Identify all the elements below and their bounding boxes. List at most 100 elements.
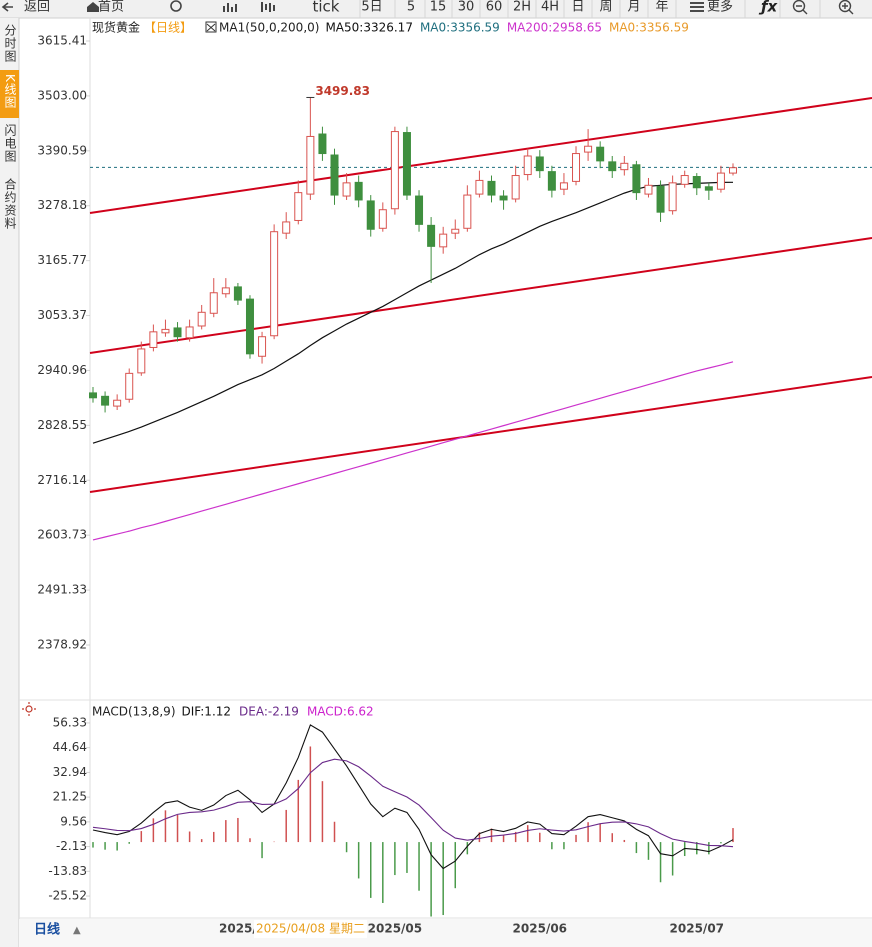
toolbar-button[interactable]: 年	[655, 0, 668, 15]
home-icon	[87, 2, 99, 12]
y-tick-label: 3503.00	[37, 88, 87, 102]
y-tick-label: 3053.37	[37, 308, 87, 322]
legend-entry: MA200:2958.65	[507, 21, 602, 35]
legend-entry: MACD:6.62	[307, 705, 374, 719]
sidebar-tab[interactable]: 分时图	[3, 24, 17, 63]
toolbar-button[interactable]: 更多	[707, 0, 733, 15]
candle-body	[161, 328, 170, 334]
legend-entry: MA50:3326.17	[325, 21, 413, 35]
candle-body	[101, 395, 110, 406]
toolbar-button[interactable]: 30	[458, 0, 475, 15]
x-tick-label: 2025/07	[670, 922, 724, 936]
toolbar-button[interactable]: 首页	[98, 0, 124, 15]
y-tick-label: -13.83	[48, 864, 87, 878]
zoom-in-glyph	[842, 3, 854, 15]
candle-body	[221, 287, 230, 295]
candle-body	[487, 180, 496, 196]
candle-body	[439, 233, 448, 248]
cursor-label-bg	[254, 920, 367, 938]
toolbar	[0, 0, 872, 18]
candle-body	[716, 172, 725, 190]
candle-body	[173, 327, 182, 338]
toolbar-button[interactable]: tick	[313, 0, 340, 16]
peak-label: 3499.83	[315, 84, 370, 98]
indicator-label: MA1(50,0,200,0)	[219, 21, 319, 35]
active-tab	[0, 70, 19, 118]
checkbox-glyph	[206, 23, 216, 32]
candle-body	[294, 192, 303, 221]
candle-body	[680, 175, 689, 185]
toolbar-button[interactable]: 4H	[541, 0, 559, 15]
candle-body	[632, 164, 641, 194]
sidebar	[0, 18, 19, 947]
candle-body	[704, 186, 713, 191]
candle-body	[209, 292, 218, 314]
y-tick-label: 56.33	[53, 715, 87, 729]
toolbar-button[interactable]: 日	[571, 0, 584, 15]
candle-body	[475, 179, 484, 195]
period-label: 【日线】	[144, 21, 192, 35]
candle-body	[137, 348, 146, 374]
trendline	[89, 97, 872, 214]
y-tick-label: 2603.73	[37, 528, 87, 542]
x-tick-label: 2025/	[219, 922, 257, 936]
candle-body	[149, 331, 158, 348]
candle-body	[342, 182, 351, 197]
y-tick-label: 2940.96	[37, 363, 87, 377]
ma-line	[92, 361, 734, 541]
candle-body	[306, 135, 315, 195]
toolbar-button[interactable]: 5日	[361, 0, 382, 15]
x-tick-label: 2025/05	[368, 922, 422, 936]
candle-body	[318, 133, 327, 155]
sidebar-tab[interactable]: K线图	[3, 74, 17, 109]
candle-body	[366, 200, 375, 230]
toolbar-button[interactable]: 15	[430, 0, 447, 15]
candle-body	[729, 167, 737, 174]
sidebar-tab[interactable]: 闪电图	[3, 124, 17, 163]
back-icon	[1, 2, 13, 12]
checkbox-icon	[205, 21, 217, 33]
candle-body	[608, 161, 617, 172]
candle-body	[620, 162, 629, 171]
candle-body	[547, 171, 556, 191]
y-tick-label: -2.13	[56, 839, 87, 853]
footer-period[interactable]: 日线	[34, 922, 60, 938]
bars-icon	[223, 3, 237, 12]
candle-body	[402, 132, 411, 196]
zoom-out-icon	[792, 0, 806, 13]
toolbar-button[interactable]: 月	[627, 0, 640, 15]
toolbar-button[interactable]: 60	[486, 0, 503, 15]
candle-body	[390, 131, 399, 210]
candle-body	[451, 228, 460, 234]
chart-title: 现货黄金	[92, 20, 140, 35]
y-tick-label: 9.56	[60, 814, 87, 828]
candle-body	[282, 221, 291, 234]
candle-body	[535, 156, 544, 172]
x-tick-label: 2025/06	[513, 922, 567, 936]
y-tick-label: 3615.41	[37, 34, 87, 48]
y-tick-label: 2378.92	[37, 637, 87, 651]
y-tick-label: 2716.14	[37, 473, 87, 487]
candle-body	[584, 145, 593, 153]
trendline	[89, 375, 872, 493]
candle-body	[644, 184, 653, 195]
candle-body	[499, 195, 508, 201]
toolbar-button[interactable]: 2H	[513, 0, 531, 15]
refresh-icon	[170, 0, 182, 12]
candle-body	[559, 182, 568, 190]
footer-arrow: ▲	[73, 925, 81, 936]
toolbar-button[interactable]: 5	[407, 0, 415, 15]
toolbar-button[interactable]: 周	[599, 0, 612, 15]
macd-title: MACD(13,8,9)	[92, 705, 176, 719]
legend-entry: MA0:3356.59	[420, 21, 500, 35]
y-tick-label: 3390.59	[37, 143, 87, 157]
y-tick-label: 3165.77	[37, 253, 87, 267]
footer	[19, 919, 872, 947]
toolbar-button[interactable]: 返回	[24, 0, 50, 15]
sidebar-tab[interactable]: 合约资料	[3, 177, 17, 230]
candle-body	[511, 175, 520, 200]
ma-line	[92, 181, 734, 444]
candle-body	[197, 311, 206, 327]
candle-body	[330, 154, 339, 196]
